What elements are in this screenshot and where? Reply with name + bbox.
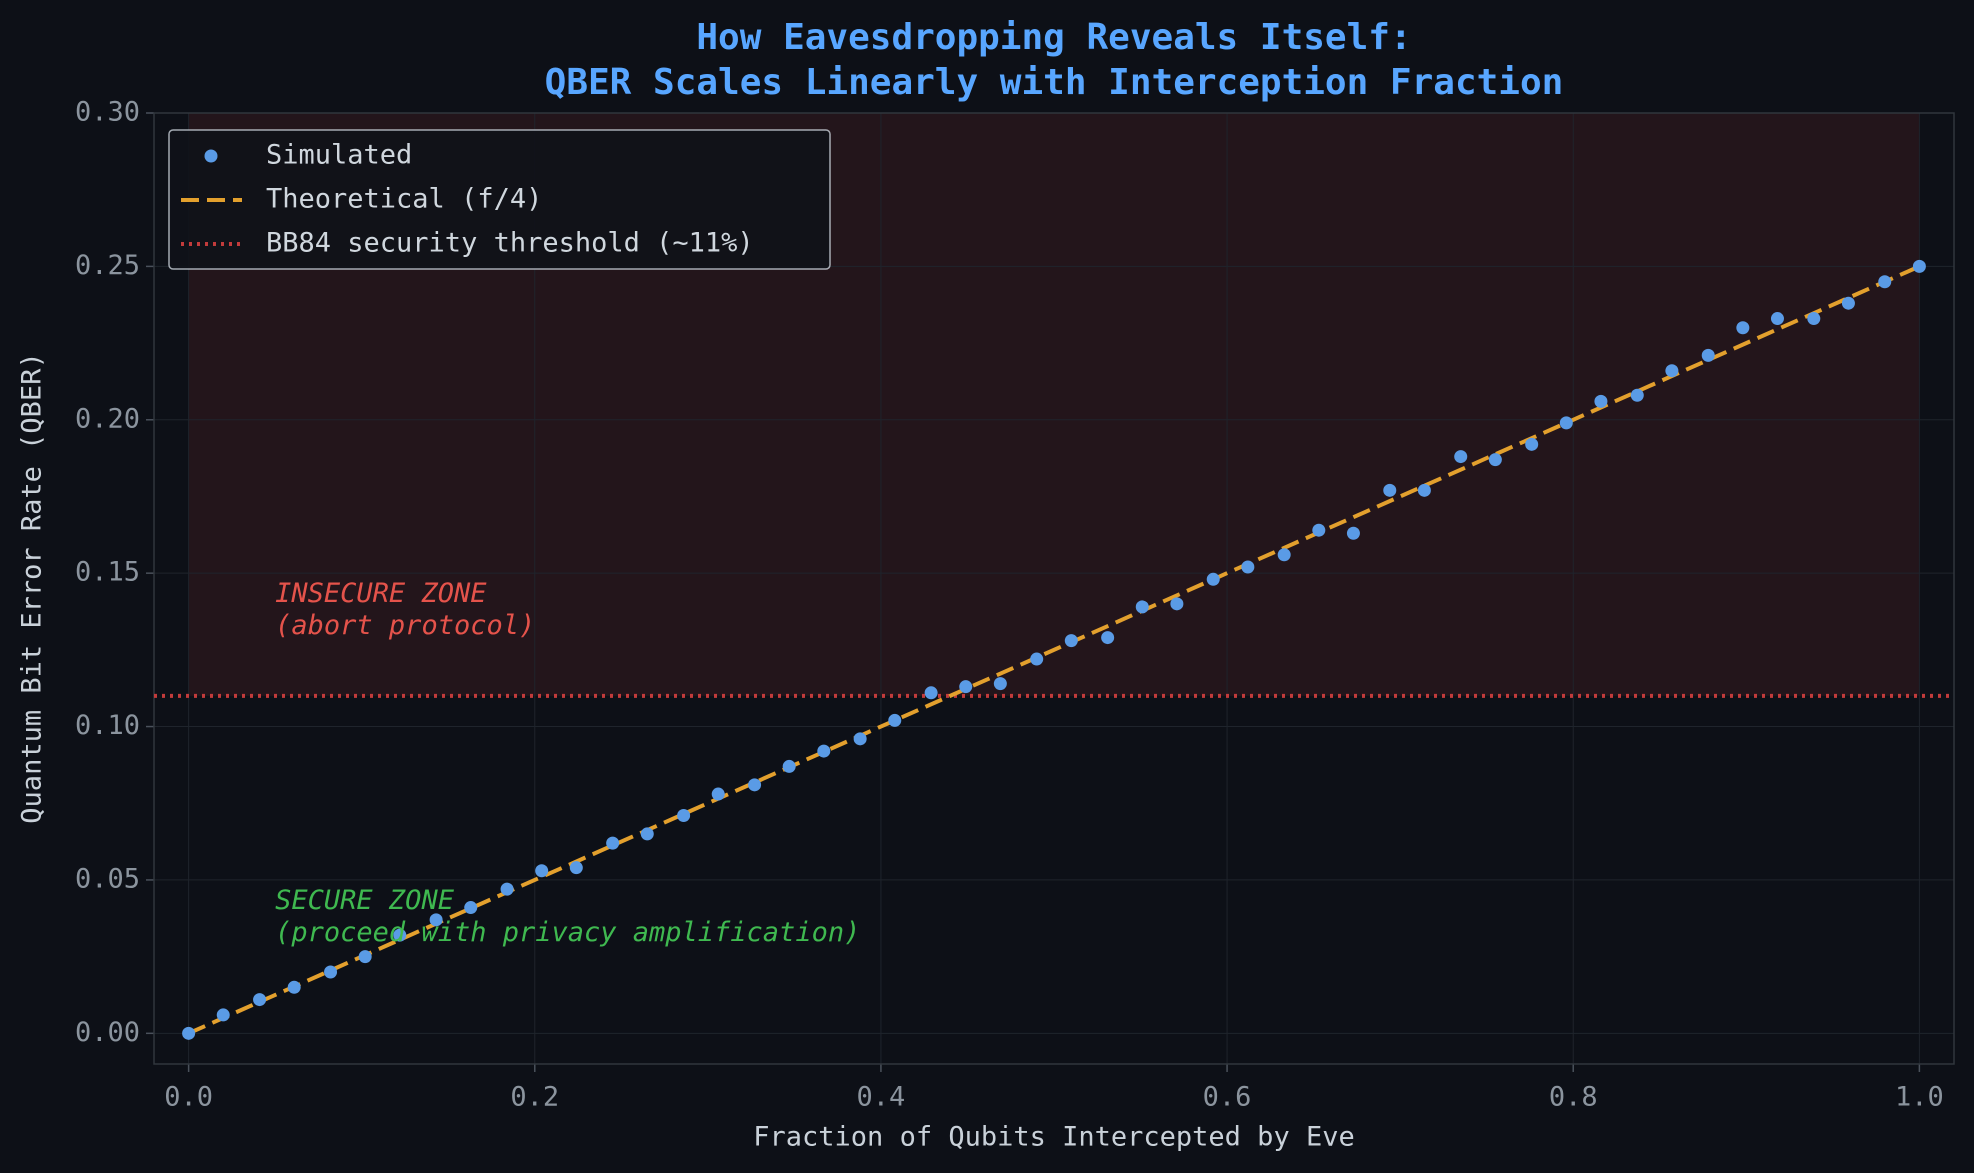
data-point (993, 677, 1007, 691)
y-axis-label: Quantum Bit Error Rate (QBER) (17, 352, 48, 823)
y-tick-label: 0.00 (75, 1017, 140, 1048)
data-point (853, 732, 867, 746)
data-point (182, 1026, 196, 1040)
data-point (606, 836, 620, 850)
y-tick-label: 0.25 (75, 250, 140, 281)
x-tick-label: 0.4 (857, 1082, 906, 1113)
data-point (1878, 275, 1892, 289)
data-point (1241, 560, 1255, 574)
chart-title: QBER Scales Linearly with Interception F… (545, 62, 1564, 103)
data-point (1346, 526, 1360, 540)
data-point (1630, 388, 1644, 402)
annotation: (abort protocol) (275, 610, 535, 641)
x-axis-label: Fraction of Qubits Intercepted by Eve (753, 1122, 1354, 1153)
chart-title: How Eavesdropping Reveals Itself: (696, 17, 1411, 58)
x-tick-label: 0.2 (510, 1082, 559, 1113)
data-point (287, 980, 301, 994)
data-point (1417, 483, 1431, 497)
data-point (500, 882, 514, 896)
data-point (1277, 548, 1291, 562)
data-point (888, 713, 902, 727)
y-tick-label: 0.30 (75, 97, 140, 128)
data-point (464, 901, 478, 915)
data-point (1525, 437, 1539, 451)
annotation: INSECURE ZONE (275, 578, 487, 609)
data-point (1912, 259, 1926, 273)
data-point (1594, 394, 1608, 408)
data-point (640, 827, 654, 841)
y-tick-label: 0.20 (75, 403, 140, 434)
x-tick-label: 0.0 (164, 1082, 213, 1113)
y-tick-label: 0.15 (75, 557, 140, 588)
data-point (817, 744, 831, 758)
data-point (216, 1008, 230, 1022)
data-point (1770, 312, 1784, 326)
data-point (1170, 597, 1184, 611)
data-point (711, 787, 725, 801)
x-tick-label: 1.0 (1895, 1082, 1944, 1113)
data-point (324, 965, 338, 979)
legend-label: Theoretical (f/4) (266, 184, 542, 215)
data-point (924, 686, 938, 700)
legend-box (168, 129, 831, 270)
data-point (1488, 453, 1502, 467)
data-point (1135, 600, 1149, 614)
data-point (1312, 523, 1326, 537)
data-point (1030, 652, 1044, 666)
data-point (358, 950, 372, 964)
data-point (1807, 312, 1821, 326)
data-point (782, 759, 796, 773)
annotation: (proceed with privacy amplification) (275, 917, 860, 948)
data-point (1383, 483, 1397, 497)
data-point (959, 680, 973, 694)
x-tick-label: 0.8 (1549, 1082, 1598, 1113)
data-point (535, 864, 549, 878)
data-point (253, 993, 267, 1007)
legend-marker (204, 149, 218, 163)
data-point (1101, 631, 1115, 645)
data-point (569, 861, 583, 875)
y-tick-label: 0.10 (75, 710, 140, 741)
data-point (1665, 364, 1679, 378)
data-point (748, 778, 762, 792)
data-point (1559, 416, 1573, 430)
data-point (429, 913, 443, 927)
data-point (1206, 572, 1220, 586)
annotation: SECURE ZONE (275, 885, 455, 916)
data-point (1064, 634, 1078, 648)
data-point (1736, 321, 1750, 335)
data-point (393, 928, 407, 942)
data-point (1454, 450, 1468, 464)
plot-frame (153, 112, 1955, 1065)
legend-label: BB84 security threshold (~11%) (266, 228, 754, 259)
y-tick-label: 0.05 (75, 863, 140, 894)
x-tick-label: 0.6 (1203, 1082, 1252, 1113)
data-point (677, 809, 691, 823)
data-point (1701, 348, 1715, 362)
legend: Simulated Theoretical (f/4) BB84 security … (168, 129, 831, 270)
data-point (1841, 296, 1855, 310)
legend-label: Simulated (266, 140, 412, 171)
